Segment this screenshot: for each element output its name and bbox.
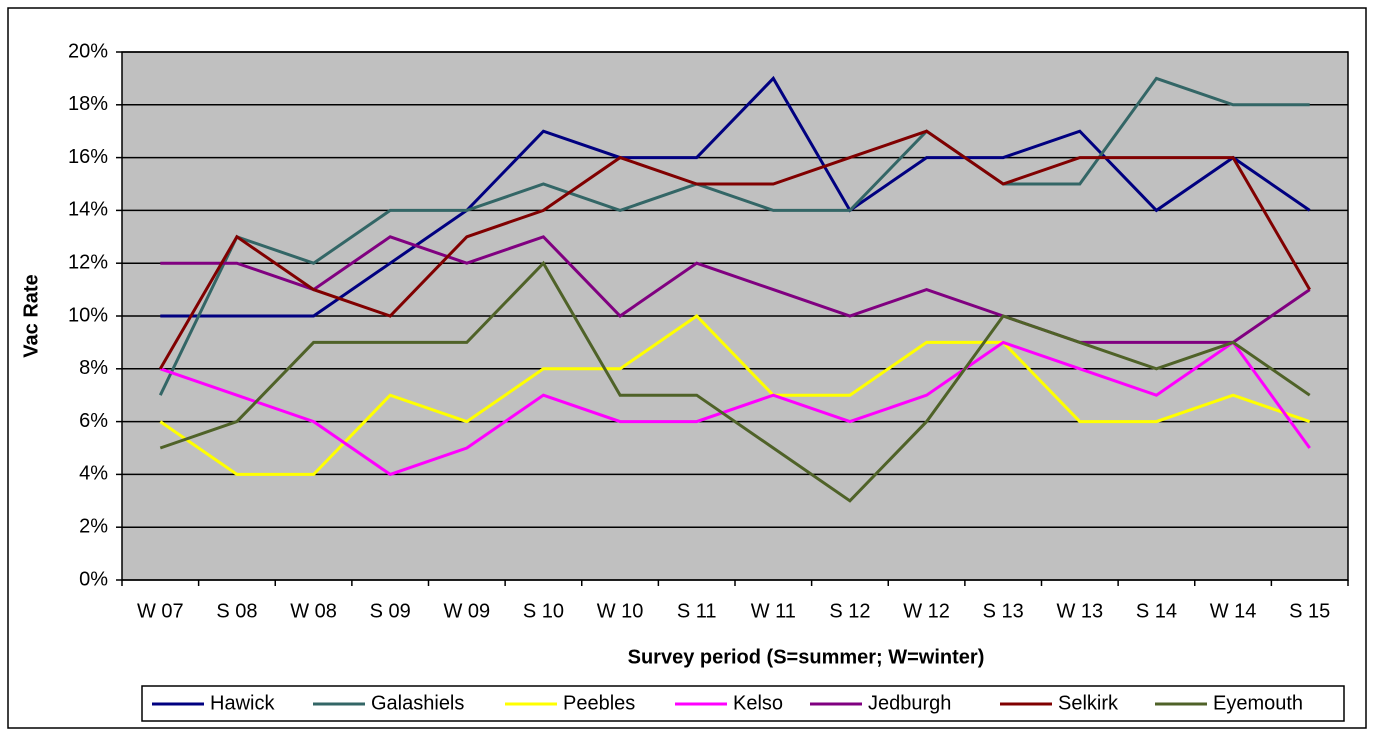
y-tick-label: 2% (79, 515, 108, 537)
legend-label: Eyemouth (1213, 692, 1303, 714)
x-tick-label: S 11 (677, 600, 717, 622)
series-line (158, 76, 1310, 396)
legend-label: Selkirk (1058, 692, 1119, 714)
legend-label: Peebles (563, 692, 635, 714)
y-tick-label: 4% (79, 463, 108, 485)
x-tick-label: S 08 (216, 600, 257, 622)
y-tick-label: 10% (68, 304, 108, 326)
x-tick-label: S 13 (983, 600, 1024, 622)
y-tick-label: 12% (68, 251, 108, 273)
series-line (160, 75, 1311, 318)
y-tick-label: 6% (79, 410, 108, 432)
x-tick-label: W 10 (597, 600, 644, 622)
x-tick-label: S 10 (523, 600, 564, 622)
legend-label: Jedburgh (868, 692, 951, 714)
x-tick-label: W 14 (1210, 600, 1257, 622)
x-tick-label: S 15 (1289, 600, 1330, 622)
x-tick-label: W 13 (1056, 600, 1103, 622)
x-tick-label: W 12 (903, 600, 950, 622)
x-tick-label: S 09 (370, 600, 411, 622)
series-line (160, 235, 1311, 344)
y-tick-label: 20% (68, 40, 108, 62)
y-axis-title: Vac Rate (20, 274, 42, 357)
x-tick-label: W 09 (443, 600, 490, 622)
x-tick-label: W 11 (751, 600, 796, 622)
series-line (159, 129, 1311, 370)
legend-label: Galashiels (371, 692, 464, 714)
series-line (159, 314, 1311, 476)
y-tick-label: 8% (79, 357, 108, 379)
series-line (159, 260, 1311, 503)
x-tick-label: S 12 (829, 600, 870, 622)
y-tick-label: 14% (68, 199, 108, 221)
legend-label: Hawick (210, 692, 275, 714)
series-line (159, 340, 1311, 477)
y-tick-label: 0% (79, 568, 108, 590)
legend-label: Kelso (733, 692, 783, 714)
x-tick-label: W 08 (290, 600, 337, 622)
x-tick-label: S 14 (1136, 600, 1177, 622)
y-tick-label: 16% (68, 146, 108, 168)
x-tick-label: W 07 (137, 600, 184, 622)
x-axis-title: Survey period (S=summer; W=winter) (628, 646, 985, 668)
y-tick-label: 18% (68, 93, 108, 115)
